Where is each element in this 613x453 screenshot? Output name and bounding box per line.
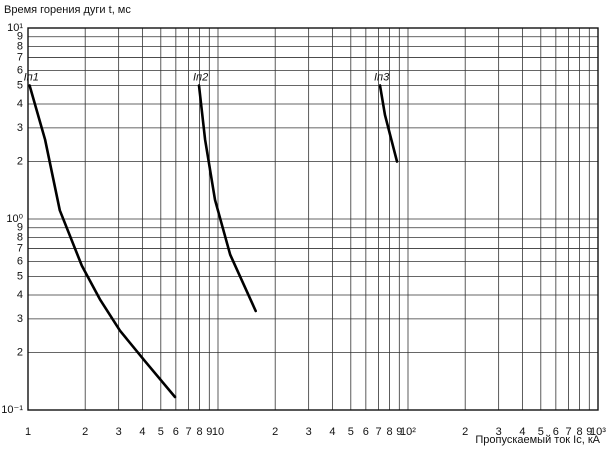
y-tick-label: 9 xyxy=(17,222,23,234)
x-tick-label: 10³ xyxy=(590,426,606,438)
x-tick-label: 7 xyxy=(186,426,192,438)
x-tick-label: 3 xyxy=(116,426,122,438)
x-axis-title: Пропускаемый ток Iс, кА xyxy=(475,434,600,446)
curve xyxy=(378,84,399,163)
x-tick-label: 5 xyxy=(538,426,544,438)
x-tick-label: 10² xyxy=(400,426,416,438)
y-tick-label: 3 xyxy=(17,313,23,325)
x-tick-label: 2 xyxy=(272,426,278,438)
y-tick-label: 2 xyxy=(17,346,23,358)
y-tick-label: 4 xyxy=(17,289,23,301)
plot-frame xyxy=(27,27,599,411)
x-tick-label: 5 xyxy=(158,426,164,438)
y-tick-label: 6 xyxy=(17,255,23,267)
y-tick-label: 5 xyxy=(17,79,23,91)
x-tick-label: 1 xyxy=(25,426,31,438)
x-tick-label: 8 xyxy=(387,426,393,438)
x-tick-label: 3 xyxy=(306,426,312,438)
curve-label: Iп2 xyxy=(193,71,208,83)
y-tick-label: 2 xyxy=(17,155,23,167)
curve-label: Iп1 xyxy=(24,71,39,83)
x-tick-label: 6 xyxy=(363,426,369,438)
y-tick-label: 10¹ xyxy=(7,22,23,34)
x-tick-label: 7 xyxy=(376,426,382,438)
y-tick-label: 8 xyxy=(17,231,23,243)
y-tick-label: 4 xyxy=(17,98,23,110)
x-tick-label: 8 xyxy=(197,426,203,438)
y-tick-label: 10⁻¹ xyxy=(1,404,23,416)
x-tick-label: 4 xyxy=(139,426,145,438)
x-tick-label: 3 xyxy=(496,426,502,438)
x-tick-label: 9 xyxy=(206,426,212,438)
x-tick-label: 10 xyxy=(212,426,224,438)
y-tick-label: 8 xyxy=(17,40,23,52)
x-tick-label: 4 xyxy=(329,426,335,438)
x-tick-label: 5 xyxy=(348,426,354,438)
y-tick-label: 5 xyxy=(17,270,23,282)
curve-label: Iп3 xyxy=(374,71,390,83)
y-axis-title: Время горения дуги t, мс xyxy=(4,4,131,16)
x-tick-label: 9 xyxy=(396,426,402,438)
x-tick-label: 8 xyxy=(577,426,583,438)
curve xyxy=(28,84,177,399)
y-tick-label: 6 xyxy=(17,64,23,76)
x-tick-label: 7 xyxy=(566,426,572,438)
y-tick-label: 3 xyxy=(17,122,23,134)
x-tick-label: 2 xyxy=(82,426,88,438)
curve xyxy=(197,84,257,313)
y-tick-label: 9 xyxy=(17,31,23,43)
x-tick-label: 2 xyxy=(462,426,468,438)
y-tick-label: 7 xyxy=(17,242,23,254)
x-tick-label: 4 xyxy=(519,426,525,438)
y-tick-label: 10⁰ xyxy=(6,213,23,225)
y-tick-label: 7 xyxy=(17,51,23,63)
x-tick-label: 9 xyxy=(586,426,592,438)
x-tick-label: 6 xyxy=(553,426,559,438)
x-tick-label: 6 xyxy=(173,426,179,438)
